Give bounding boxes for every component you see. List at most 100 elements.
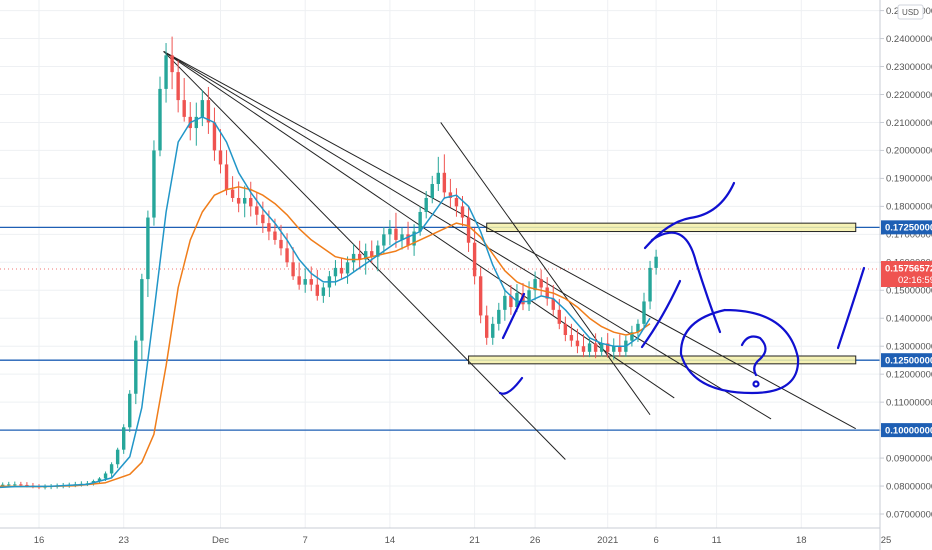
candle-body [515, 293, 519, 308]
time-tick-label: 6 [653, 535, 658, 546]
candle-body [478, 276, 483, 316]
candle-body [333, 267, 338, 277]
candle-body [351, 253, 356, 263]
price-tick-label: 0.21000000 [886, 118, 932, 129]
candle-body [654, 256, 658, 268]
candle-body [442, 172, 447, 193]
support-resistance-zones [468, 222, 857, 365]
candle-body [406, 234, 410, 246]
drawing-arrow-up-2 [640, 279, 682, 349]
time-tick-label: 16 [34, 535, 45, 546]
candle-body [140, 279, 144, 341]
candle-body [267, 223, 271, 232]
candle-body [176, 72, 180, 101]
candle-body [466, 217, 471, 243]
level-price-tag [881, 423, 932, 438]
candle-body [25, 484, 29, 486]
time-tick-label: 25 [881, 535, 892, 546]
time-tick-label: 26 [530, 535, 541, 546]
candle-body [460, 206, 465, 218]
candle-body [400, 234, 404, 240]
candle-body [557, 309, 561, 324]
candle-body [200, 100, 205, 117]
candle-body [261, 214, 265, 224]
price-tick-label: 0.18000000 [886, 202, 932, 213]
candle-body [13, 484, 17, 486]
candle-body [279, 239, 283, 249]
price-tags: 0.17250000 0.12500000 0.10000000 0.15756572… [881, 220, 932, 438]
candle-body [612, 346, 616, 352]
price-tick-label: 0.12000000 [886, 369, 932, 380]
candle-body [630, 332, 634, 341]
price-tick-label: 0.17000000 [886, 230, 932, 241]
candle-body [454, 197, 459, 207]
candle-body [230, 189, 235, 198]
price-tick-label: 0.22000000 [886, 90, 932, 101]
moving-averages [0, 116, 651, 489]
candle-body [194, 116, 198, 129]
candle-body [297, 276, 301, 285]
hand-drawings [498, 181, 866, 395]
candle-body [606, 343, 610, 352]
drawing-question-mark [740, 335, 767, 377]
candle-body [394, 228, 398, 240]
candle-body [315, 284, 319, 296]
candle-body [103, 473, 108, 479]
drawing-circle [679, 308, 800, 395]
candle-body [551, 298, 555, 310]
candle-body [563, 323, 568, 336]
candle-body [521, 293, 525, 305]
drawing-arrow-up-3 [836, 266, 866, 350]
candle-body [291, 262, 295, 277]
candle-body [109, 464, 114, 474]
time-tick-label: 23 [118, 535, 129, 546]
candle-body [303, 279, 307, 285]
candle-body [115, 449, 120, 465]
price-tick-label: 0.15000000 [886, 286, 932, 297]
candle-body [7, 484, 11, 486]
candle-body [569, 335, 574, 341]
candle-body [345, 262, 350, 274]
price-tick-label: 0.19000000 [886, 174, 932, 185]
candle-body [164, 55, 168, 89]
candle-body [412, 231, 416, 246]
candle-body [497, 309, 501, 324]
candle-body [509, 295, 513, 308]
candle-body [545, 287, 549, 299]
level-price-tag [881, 220, 932, 235]
candle-body [599, 343, 604, 352]
price-tick-label: 0.23000000 [886, 62, 932, 73]
current-price-tag [881, 261, 932, 288]
price-tick-label: 0.20000000 [886, 146, 932, 157]
candle-body [436, 172, 440, 184]
candle-body [321, 287, 326, 296]
price-tick-label: 0.11000000 [886, 397, 932, 408]
candle-body [1, 484, 5, 486]
drawing-arrow-up-1 [501, 292, 526, 340]
candle-body [224, 164, 229, 190]
candle-body [182, 100, 186, 117]
drawing-resistance-curve [643, 181, 736, 250]
candle-body [430, 183, 434, 198]
candle-body [285, 248, 289, 263]
drawing-question-dot [752, 380, 760, 388]
candle-body [593, 343, 598, 352]
candle-body [618, 346, 622, 352]
time-axis-labels: 16 23 Dec 7 14 21 26 2021 6 11 18 25 [34, 535, 892, 546]
candle-body [533, 279, 537, 291]
candle-body [357, 253, 362, 260]
price-tick-label: 0.13000000 [886, 342, 932, 353]
moving-average-fast [0, 116, 651, 489]
candle-body [134, 340, 138, 394]
currency-badge[interactable] [897, 4, 924, 20]
time-tick-label: 21 [469, 535, 480, 546]
candle-body [128, 393, 132, 428]
price-tick-label: 0.07000000 [886, 509, 932, 520]
candle-body [146, 217, 150, 280]
candle-body [485, 315, 489, 338]
candle-body [370, 251, 374, 257]
price-tick-label: 0.09000000 [886, 453, 932, 464]
trendline [163, 50, 856, 430]
